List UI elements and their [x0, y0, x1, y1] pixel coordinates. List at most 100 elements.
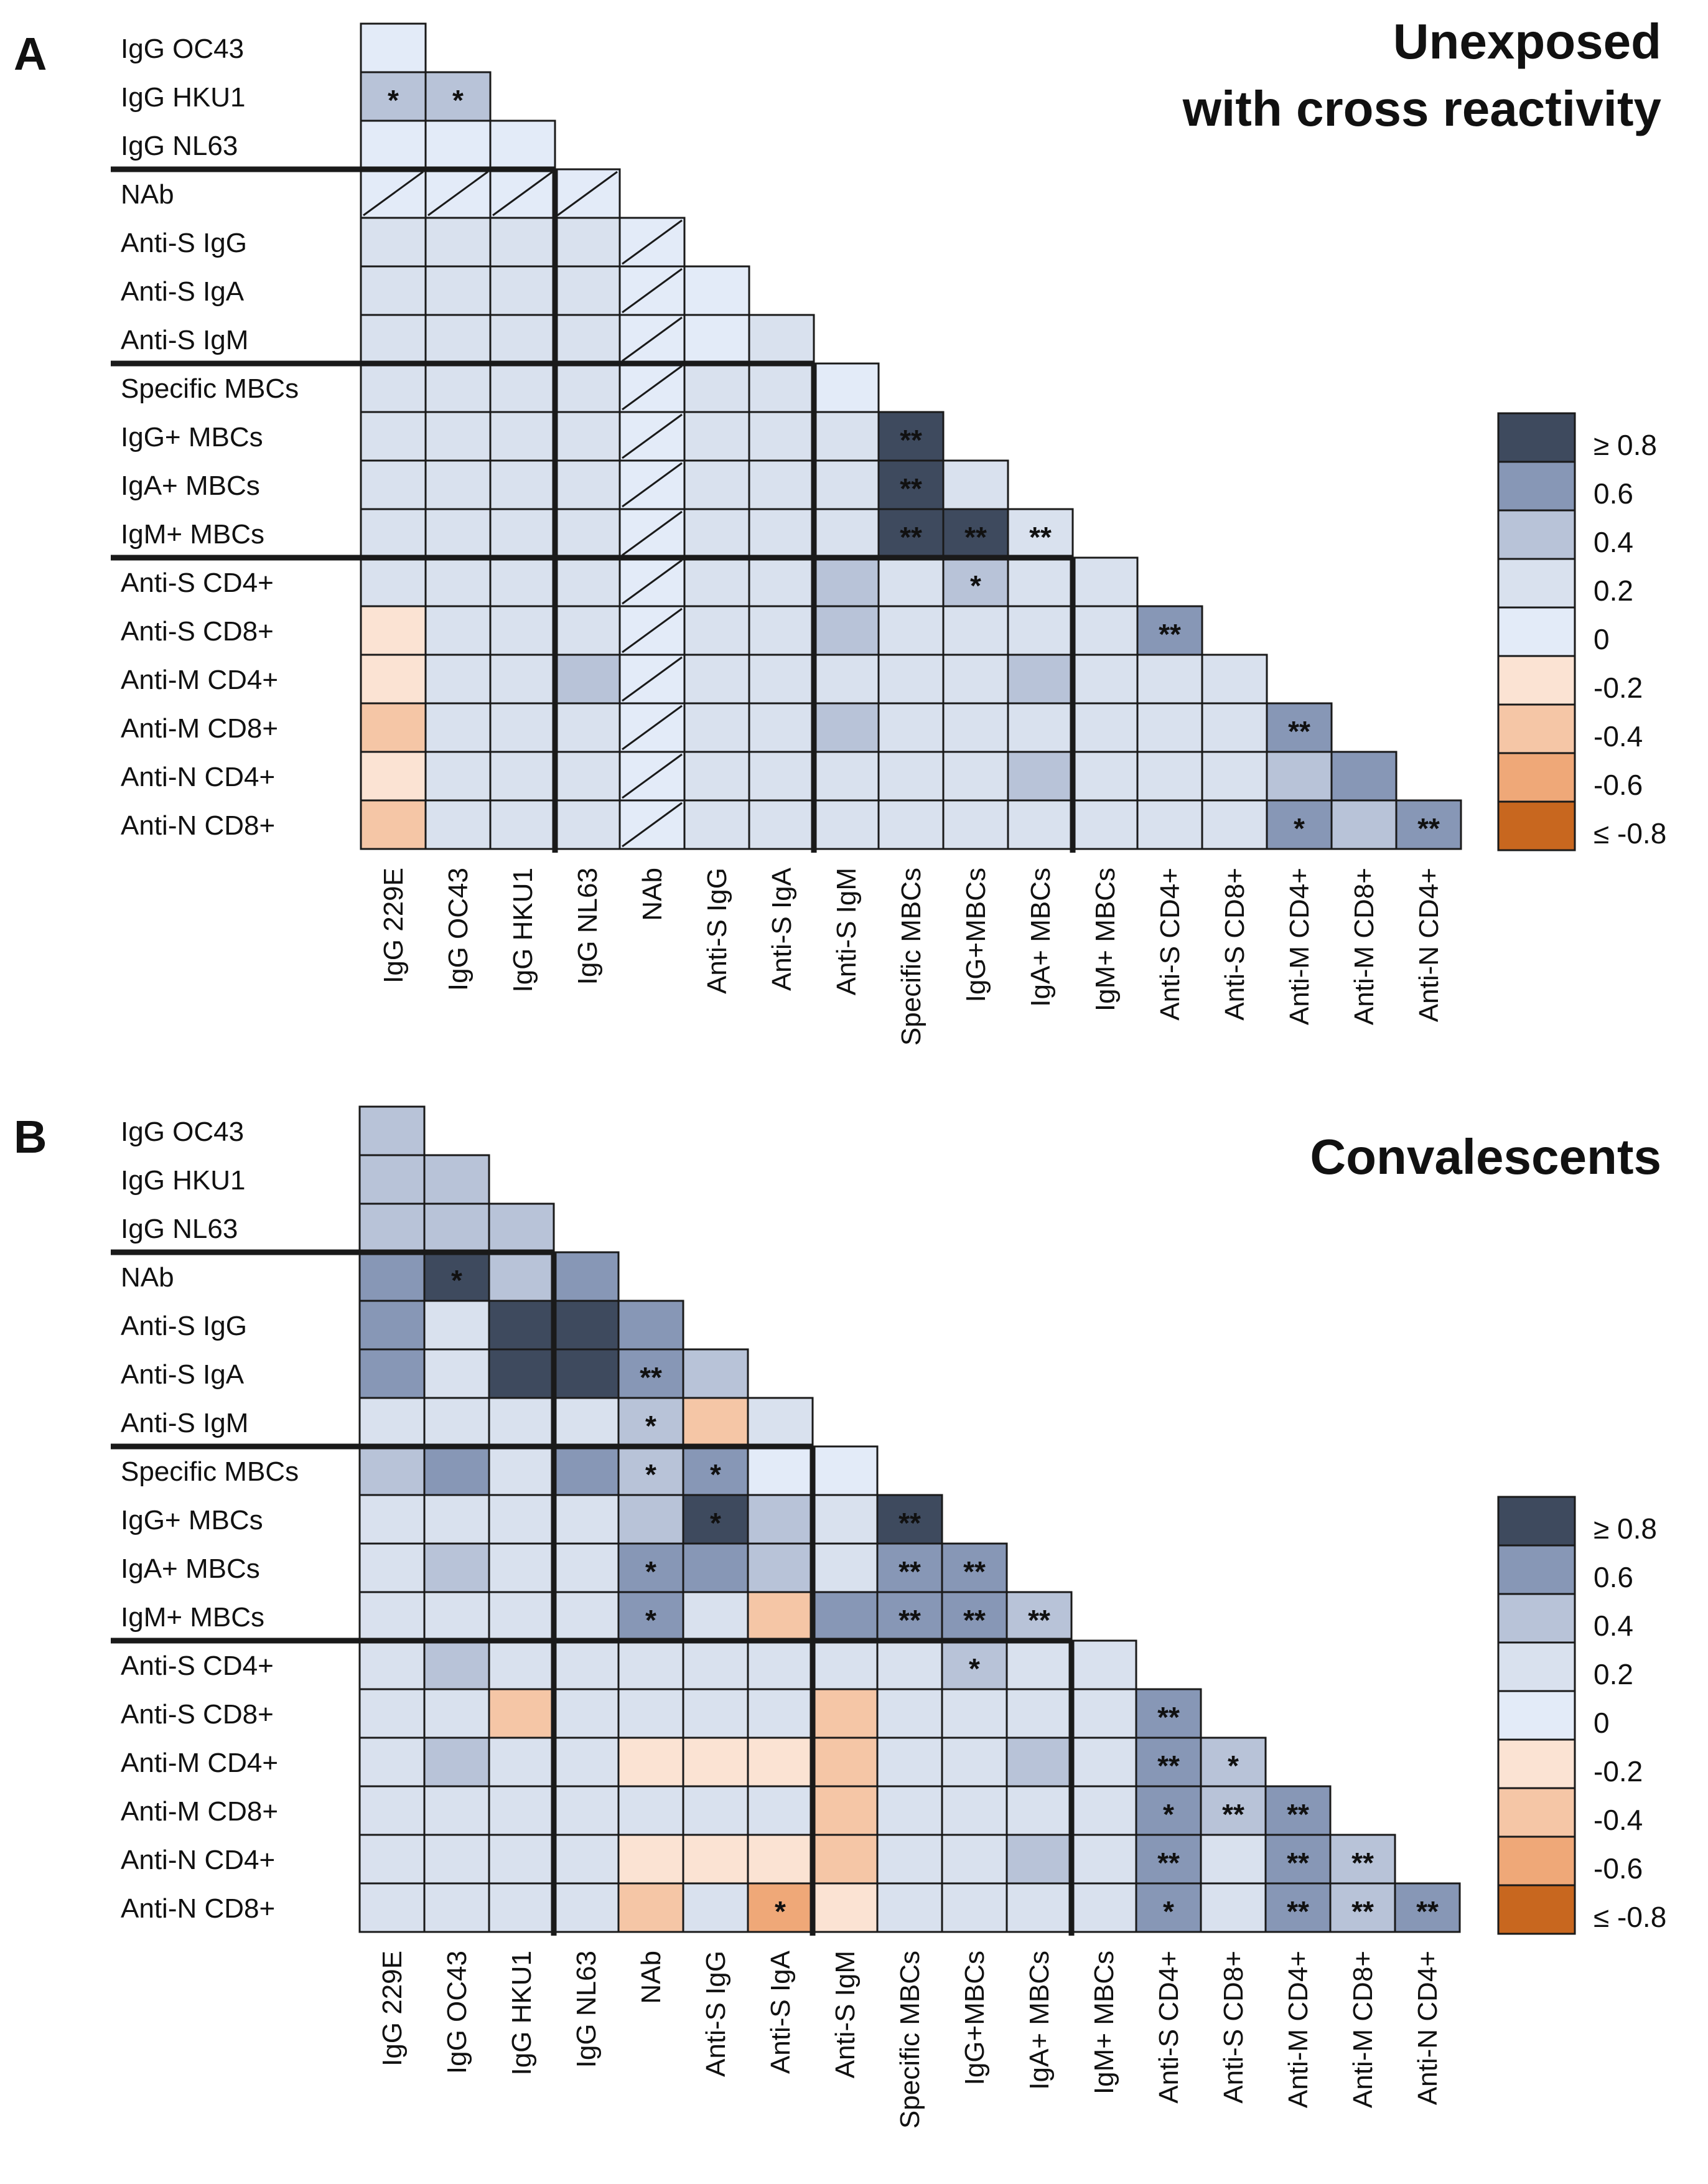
heatmap-cell: [877, 702, 945, 753]
row-label: IgM+ MBCs: [121, 519, 264, 550]
heatmap-cell: [553, 1882, 620, 1933]
column-label: IgG NL63: [572, 868, 603, 985]
heatmap-cell: [553, 1445, 620, 1496]
heatmap-cell: [423, 1202, 490, 1254]
heatmap-cell: [1006, 1785, 1073, 1836]
significance-mark: *: [645, 1410, 656, 1442]
heatmap-cell: [877, 605, 945, 656]
heatmap-cell: [1007, 605, 1074, 656]
heatmap-cell: [424, 217, 492, 268]
heatmap-cell: [554, 265, 621, 316]
heatmap-cell: [423, 1882, 490, 1933]
heatmap-cell: [553, 1397, 620, 1448]
heatmap-cell: [617, 1882, 684, 1933]
legend-label: 0.2: [1594, 1658, 1633, 1690]
heatmap-cell: [748, 508, 815, 559]
heatmap-cell: [489, 411, 556, 462]
heatmap-cell: [360, 556, 427, 607]
column-label: Anti-S IgA: [767, 867, 797, 991]
legend-swatch: [1497, 1884, 1576, 1935]
heatmap-cell: [1330, 751, 1398, 802]
legend-swatch: [1497, 800, 1576, 851]
heatmap-cell: [683, 265, 750, 316]
significance-mark: **: [1159, 618, 1181, 650]
row-label: Anti-M CD8+: [121, 713, 278, 744]
row-label: NAb: [121, 179, 174, 210]
row-label: IgM+ MBCs: [121, 1602, 264, 1633]
heatmap-cell: [1201, 751, 1268, 802]
column-label: IgM+ MBCs: [1090, 868, 1121, 1011]
heatmap-cell: [811, 1785, 879, 1836]
na-hatch: [427, 171, 488, 217]
column-label: Specific MBCs: [896, 868, 926, 1046]
heatmap-cell: [553, 1834, 620, 1885]
legend-swatch: [1497, 1641, 1576, 1692]
legend-label: ≤ -0.8: [1594, 817, 1666, 850]
heatmap-cell: [360, 702, 427, 753]
heatmap-cell: [748, 751, 815, 802]
legend-swatch: [1497, 1496, 1576, 1547]
column-label: Anti-S IgA: [765, 1950, 796, 2074]
legend-label: ≥ 0.8: [1594, 1512, 1657, 1545]
heatmap-cell: [941, 1785, 1008, 1836]
heatmap-cell: [1070, 1882, 1137, 1933]
legend-label: -0.2: [1594, 1755, 1643, 1788]
significance-mark: *: [710, 1458, 721, 1491]
heatmap-cell: [360, 654, 427, 705]
na-hatch: [622, 462, 683, 508]
heatmap-cell: [488, 1688, 555, 1739]
heatmap-cell: [554, 459, 621, 510]
heatmap-cell: [683, 605, 750, 656]
heatmap-cell: [748, 362, 815, 413]
significance-mark: **: [1287, 1847, 1309, 1879]
heatmap-cell: [1007, 556, 1074, 607]
panel-title: with cross reactivity: [1182, 81, 1662, 136]
significance-mark: **: [898, 1604, 921, 1636]
heatmap-cell: [683, 508, 750, 559]
legend-swatch: [1497, 1787, 1576, 1838]
heatmap-cell: [358, 1300, 426, 1351]
heatmap-cell: [1264, 1785, 1332, 1836]
legend-label: 0: [1594, 1707, 1610, 1739]
legend-label: 0.4: [1594, 1610, 1633, 1642]
heatmap-cell: [554, 751, 621, 802]
heatmap-cell: [682, 1591, 749, 1642]
heatmap-cell: [1006, 1834, 1073, 1885]
heatmap-cell: [813, 751, 880, 802]
column-label: Anti-S IgG: [701, 1951, 731, 2077]
heatmap-cell: [876, 1882, 943, 1933]
heatmap-cell: [682, 1882, 749, 1933]
heatmap-cell: [617, 1834, 684, 1885]
row-label: NAb: [121, 1262, 174, 1293]
heatmap-cell: [1071, 702, 1139, 753]
heatmap-cell: [617, 1688, 684, 1739]
heatmap-cell: [1264, 1834, 1332, 1885]
heatmap-cell: [876, 1834, 943, 1885]
heatmap-cell: [683, 751, 750, 802]
legend-label: ≥ 0.8: [1594, 429, 1657, 461]
na-hatch: [622, 316, 683, 362]
significance-mark: **: [900, 424, 922, 456]
row-label: Anti-M CD8+: [121, 1796, 278, 1827]
heatmap-cell: [489, 459, 556, 510]
heatmap-cell: [489, 702, 556, 753]
heatmap-cell: [554, 508, 621, 559]
heatmap-cell: [1071, 605, 1139, 656]
heatmap-cell: [1136, 751, 1203, 802]
heatmap-cell: [423, 1348, 490, 1399]
row-label: Specific MBCs: [121, 1456, 299, 1487]
heatmap-cell: [360, 120, 427, 171]
heatmap-cell: [942, 751, 1009, 802]
significance-mark: *: [710, 1507, 721, 1539]
heatmap-cell: [682, 1445, 749, 1496]
row-label: IgG OC43: [121, 1117, 244, 1147]
heatmap-cell: [424, 459, 492, 510]
heatmap-cell: [617, 1300, 684, 1351]
heatmap-cell: [358, 1251, 426, 1302]
heatmap-cell: [553, 1785, 620, 1836]
heatmap-cell: [488, 1785, 555, 1836]
legend-swatch: [1497, 1738, 1576, 1789]
heatmap-cell: [1395, 799, 1462, 850]
heatmap-cell: [360, 265, 427, 316]
heatmap-cell: [488, 1639, 555, 1690]
